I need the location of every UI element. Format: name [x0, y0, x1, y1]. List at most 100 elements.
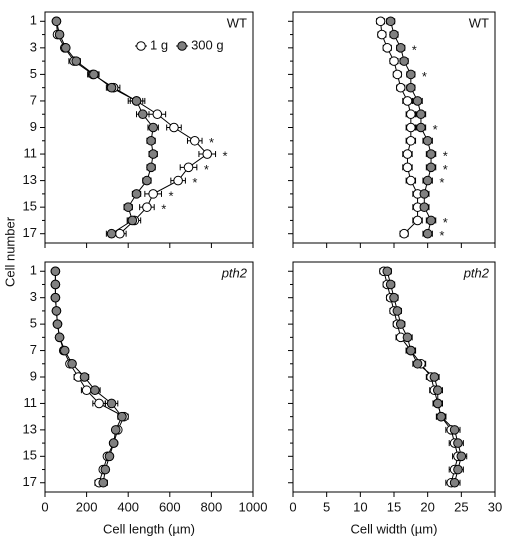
- data-point: [152, 109, 163, 120]
- significance-marker: *: [443, 148, 448, 163]
- data-point: [183, 162, 194, 173]
- y-tick-label: 17: [23, 225, 37, 240]
- data-point: [432, 398, 443, 409]
- y-tick-label: 7: [30, 342, 37, 357]
- data-point: [385, 16, 396, 27]
- data-point: [453, 438, 463, 448]
- data-point: [142, 175, 152, 186]
- significance-marker: *: [439, 228, 444, 243]
- data-point: [148, 189, 158, 199]
- x-tick-label: 10: [353, 499, 367, 514]
- x-tick-label: 25: [454, 499, 468, 514]
- data-point: [406, 82, 416, 93]
- data-point: [402, 162, 413, 173]
- data-point: [406, 122, 416, 133]
- data-point: [131, 96, 142, 106]
- significance-marker: *: [443, 162, 448, 177]
- data-point: [100, 464, 111, 475]
- data-point: [375, 16, 386, 27]
- data-point: [382, 266, 393, 277]
- data-point: [456, 451, 467, 462]
- data-point: [146, 162, 156, 173]
- y-tick-label: 13: [23, 172, 37, 187]
- y-tick-label: 3: [30, 39, 37, 54]
- series-line: [55, 21, 154, 235]
- data-point: [395, 43, 406, 53]
- data-point: [422, 135, 433, 146]
- data-point: [169, 122, 179, 133]
- data-point: [51, 306, 62, 316]
- data-point: [422, 228, 433, 239]
- panel-label: pth2: [221, 265, 248, 280]
- data-point: [79, 372, 90, 382]
- data-point: [399, 56, 409, 66]
- data-point: [436, 411, 446, 422]
- significance-marker: *: [443, 215, 448, 230]
- data-point: [395, 319, 406, 329]
- significance-marker: *: [412, 42, 417, 57]
- series-line: [54, 271, 125, 483]
- data-point: [426, 215, 436, 226]
- plot-frame: [292, 11, 496, 244]
- data-point: [406, 135, 416, 146]
- x-tick-label: 600: [159, 499, 181, 514]
- data-point: [419, 189, 430, 199]
- data-point: [137, 109, 148, 120]
- data-point: [71, 56, 81, 66]
- data-point: [399, 228, 409, 239]
- data-point: [449, 425, 460, 435]
- x-tick-label: 5: [323, 499, 330, 514]
- data-point: [385, 279, 396, 290]
- data-point: [148, 122, 158, 133]
- y-tick-label: 11: [24, 395, 38, 410]
- data-point: [419, 202, 430, 212]
- data-point: [59, 345, 70, 356]
- data-point: [449, 477, 460, 488]
- y-tick-label: 5: [30, 316, 37, 331]
- data-point: [104, 451, 115, 462]
- x-tick-label: 15: [387, 499, 401, 514]
- series-line: [386, 271, 462, 483]
- significance-marker: *: [422, 69, 427, 84]
- data-point: [389, 56, 399, 66]
- significance-marker: *: [209, 135, 214, 150]
- data-point: [395, 82, 406, 93]
- y-tick-label: 5: [30, 66, 37, 81]
- data-point: [402, 332, 413, 343]
- data-point: [90, 385, 100, 396]
- data-point: [89, 69, 99, 80]
- data-point: [426, 162, 436, 173]
- data-point: [54, 29, 65, 40]
- data-point: [106, 228, 117, 239]
- data-point: [146, 135, 156, 146]
- y-axis-label: Cell number: [2, 216, 17, 287]
- data-point: [389, 29, 399, 40]
- legend-marker: [177, 41, 187, 51]
- legend-label: 1 g: [150, 37, 168, 52]
- y-tick-label: 7: [30, 92, 37, 107]
- x-axis-label: Cell width (µm): [351, 521, 438, 536]
- data-point: [110, 425, 121, 435]
- significance-marker: *: [433, 122, 438, 137]
- data-point: [392, 306, 403, 316]
- data-point: [131, 189, 142, 199]
- y-tick-label: 11: [24, 145, 38, 160]
- data-point: [406, 345, 416, 356]
- panel-label: WT: [227, 15, 247, 30]
- x-tick-label: 0: [289, 499, 296, 514]
- data-point: [416, 122, 426, 133]
- data-point: [429, 372, 440, 382]
- significance-marker: *: [204, 162, 209, 177]
- panel-label: pth2: [463, 265, 490, 280]
- x-axis-label: Cell length (µm): [103, 521, 195, 536]
- y-tick-label: 1: [30, 13, 37, 28]
- data-point: [94, 398, 104, 409]
- legend-label: 300 g: [191, 37, 224, 52]
- data-point: [406, 109, 416, 120]
- data-point: [432, 385, 443, 396]
- data-point: [142, 202, 152, 212]
- data-point: [402, 96, 413, 106]
- data-point: [389, 292, 399, 303]
- data-point: [123, 202, 133, 212]
